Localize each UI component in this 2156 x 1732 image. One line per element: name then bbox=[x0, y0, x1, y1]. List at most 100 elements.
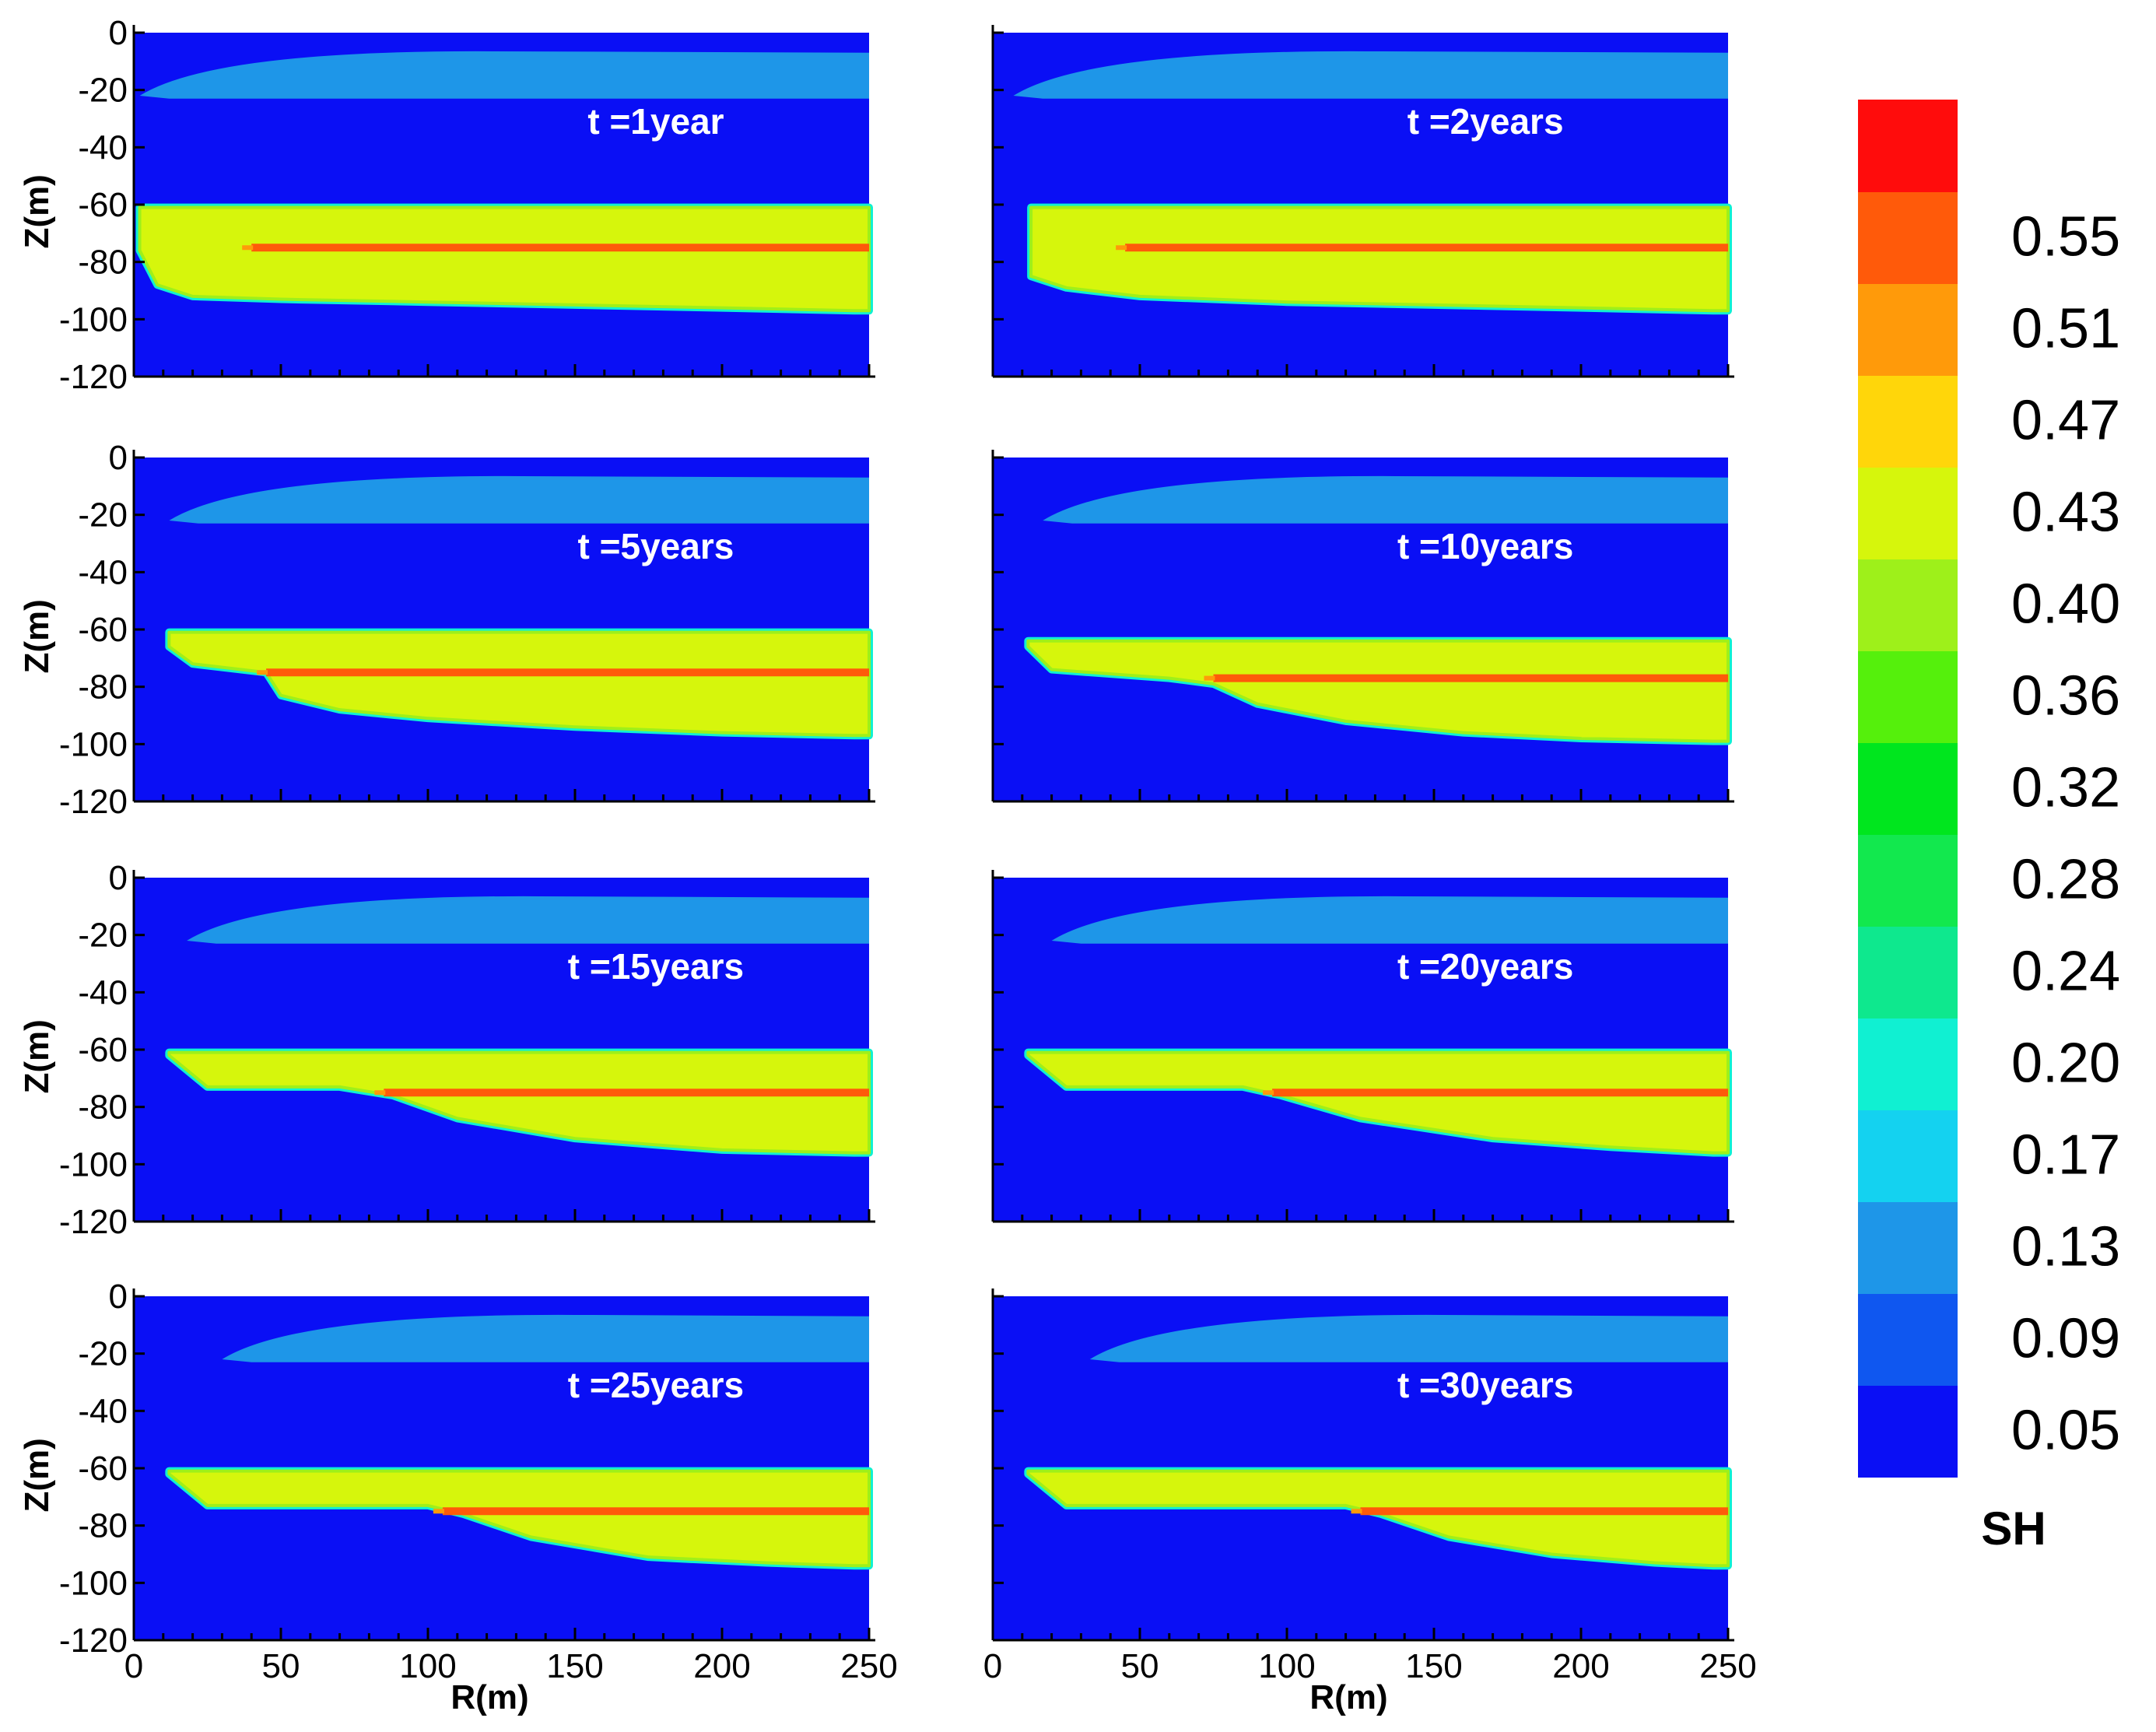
upper-hydrate-band bbox=[169, 475, 870, 524]
y-tick-label: -40 bbox=[78, 553, 128, 591]
hydrate-layer bbox=[138, 205, 871, 313]
colorbar-level-label: 0.51 bbox=[2011, 298, 2120, 360]
upper-hydrate-band bbox=[1013, 51, 1728, 99]
colorbar-level-label: 0.43 bbox=[2011, 482, 2120, 544]
hydrate-layer bbox=[167, 1050, 871, 1155]
panel-time-label: t =30years bbox=[1397, 1365, 1573, 1405]
colorbar-level-label: 0.13 bbox=[2011, 1216, 2120, 1278]
high-saturation-line bbox=[266, 668, 870, 677]
y-tick-label: -80 bbox=[78, 668, 128, 706]
high-saturation-line bbox=[442, 1507, 869, 1516]
x-tick-label: 50 bbox=[262, 1647, 300, 1685]
upper-hydrate-band bbox=[139, 51, 869, 99]
hydrate-layer bbox=[167, 1469, 871, 1568]
colorbar-title: SH bbox=[1981, 1502, 2046, 1555]
high-saturation-line bbox=[1272, 1089, 1728, 1097]
hydrate-layer bbox=[1029, 205, 1730, 313]
y-axis-title: Z(m) bbox=[18, 1019, 56, 1093]
colorbar-swatch bbox=[1858, 283, 1958, 376]
y-tick-label: -80 bbox=[78, 1507, 128, 1545]
colorbar-swatch bbox=[1858, 1018, 1958, 1110]
colorbar-level-label: 0.36 bbox=[2011, 665, 2120, 728]
colorbar-level-label: 0.20 bbox=[2011, 1033, 2120, 1095]
hydrate-layer bbox=[167, 630, 871, 738]
colorbar-swatch bbox=[1858, 1201, 1958, 1294]
x-tick-label: 100 bbox=[399, 1647, 456, 1685]
high-saturation-tip bbox=[1263, 1090, 1274, 1096]
high-saturation-line bbox=[1213, 674, 1728, 682]
panel-time-label: t =15years bbox=[568, 946, 744, 987]
x-tick-label: 100 bbox=[1258, 1647, 1315, 1685]
y-tick-label: -120 bbox=[59, 783, 128, 821]
y-axis-title: Z(m) bbox=[18, 174, 56, 248]
y-tick-label: -120 bbox=[59, 1622, 128, 1660]
y-tick-label: -20 bbox=[78, 1335, 128, 1373]
x-tick-label: 250 bbox=[840, 1647, 897, 1685]
colorbar-level-label: 0.17 bbox=[2011, 1124, 2120, 1187]
hydrate-layer bbox=[1026, 1469, 1730, 1568]
high-saturation-tip bbox=[242, 245, 254, 251]
colorbar-level-label: 0.47 bbox=[2011, 390, 2120, 452]
y-tick-label: -20 bbox=[78, 917, 128, 955]
x-tick-label: 0 bbox=[124, 1647, 143, 1685]
y-tick-label: 0 bbox=[109, 439, 128, 477]
colorbar-level-label: 0.40 bbox=[2011, 573, 2120, 636]
high-saturation-tip bbox=[1204, 675, 1215, 681]
hydrate-layer bbox=[1026, 1050, 1730, 1155]
y-tick-label: -40 bbox=[78, 1392, 128, 1430]
x-axis-title: R(m) bbox=[1309, 1678, 1387, 1716]
x-tick-label: 0 bbox=[983, 1647, 1002, 1685]
panel-6: t =20years bbox=[991, 870, 1734, 1223]
colorbar-swatch bbox=[1858, 375, 1958, 468]
y-tick-label: -120 bbox=[59, 358, 128, 396]
x-tick-label: 250 bbox=[1699, 1647, 1756, 1685]
panel-time-label: t =2years bbox=[1408, 101, 1564, 142]
panel-3: 0 -20 -40 -60 -80 -100 -120 Z(m) t =5years bbox=[18, 439, 875, 821]
high-saturation-line bbox=[1125, 244, 1728, 252]
panel-2: t =2years bbox=[991, 25, 1734, 378]
y-tick-label: -80 bbox=[78, 244, 128, 282]
y-tick-label: -120 bbox=[59, 1203, 128, 1241]
colorbar-swatch bbox=[1858, 191, 1958, 284]
hydrate-layer bbox=[1026, 639, 1730, 743]
high-saturation-line bbox=[1360, 1507, 1728, 1516]
colorbar-level-label: 0.24 bbox=[2011, 941, 2120, 1003]
colorbar-swatch bbox=[1858, 926, 1958, 1019]
y-tick-label: -40 bbox=[78, 128, 128, 167]
x-tick-label: 150 bbox=[546, 1647, 603, 1685]
colorbar-swatch bbox=[1858, 742, 1958, 835]
colorbar-swatch bbox=[1858, 1385, 1958, 1478]
upper-hydrate-band bbox=[1043, 475, 1728, 524]
panel-time-label: t =25years bbox=[568, 1365, 744, 1405]
panel-time-label: t =5years bbox=[578, 526, 734, 566]
panel-1: 0 -20 -40 -60 -80 -100 -120 Z(m) t =1year bbox=[18, 14, 875, 396]
colorbar-swatch bbox=[1858, 1110, 1958, 1202]
x-axis-title: R(m) bbox=[450, 1678, 528, 1716]
colorbar-swatch bbox=[1858, 650, 1958, 743]
high-saturation-tip bbox=[1351, 1509, 1362, 1514]
colorbar-swatch bbox=[1858, 467, 1958, 559]
y-tick-label: -100 bbox=[59, 1145, 128, 1183]
colorbar-swatch bbox=[1858, 1293, 1958, 1386]
high-saturation-tip bbox=[257, 670, 268, 675]
upper-hydrate-band bbox=[1051, 896, 1728, 944]
high-saturation-tip bbox=[433, 1509, 444, 1514]
upper-hydrate-band bbox=[222, 1314, 869, 1362]
high-saturation-line bbox=[384, 1089, 869, 1097]
colorbar-level-label: 0.05 bbox=[2011, 1400, 2120, 1462]
y-tick-label: -20 bbox=[78, 496, 128, 535]
x-tick-label: 200 bbox=[1552, 1647, 1609, 1685]
y-axis-title: Z(m) bbox=[18, 599, 56, 673]
y-tick-label: -40 bbox=[78, 973, 128, 1012]
y-tick-label: -60 bbox=[78, 1450, 128, 1488]
y-tick-label: -60 bbox=[78, 1031, 128, 1069]
panel-4: t =10years bbox=[991, 450, 1734, 803]
colorbar-swatch bbox=[1858, 559, 1958, 651]
upper-hydrate-band bbox=[1089, 1314, 1728, 1362]
x-tick-label: 200 bbox=[693, 1647, 750, 1685]
colorbar-swatch bbox=[1858, 100, 1958, 192]
upper-hydrate-band bbox=[187, 896, 870, 944]
colorbar-level-label: 0.28 bbox=[2011, 849, 2120, 911]
